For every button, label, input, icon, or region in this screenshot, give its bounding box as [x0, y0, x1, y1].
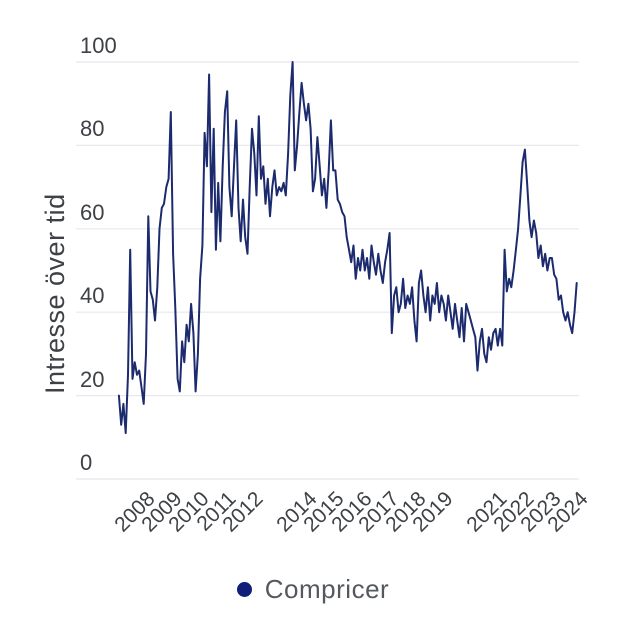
y-tick-label-100: 100 — [80, 33, 117, 58]
line-chart-plot — [76, 61, 579, 480]
y-tick-label-20: 20 — [80, 366, 105, 392]
legend-marker-compricer — [236, 581, 252, 597]
legend-label: Compricer — [264, 573, 390, 604]
legend: Compricer — [0, 571, 626, 607]
y-axis-title: Intresse över tid — [40, 193, 70, 394]
y-tick-label-60: 60 — [80, 199, 105, 225]
y-tick-label-80: 80 — [80, 116, 105, 142]
y-tick-label-40: 40 — [80, 283, 105, 309]
series-line-compricer — [117, 61, 578, 435]
y-tick-label-0: 0 — [80, 450, 93, 475]
